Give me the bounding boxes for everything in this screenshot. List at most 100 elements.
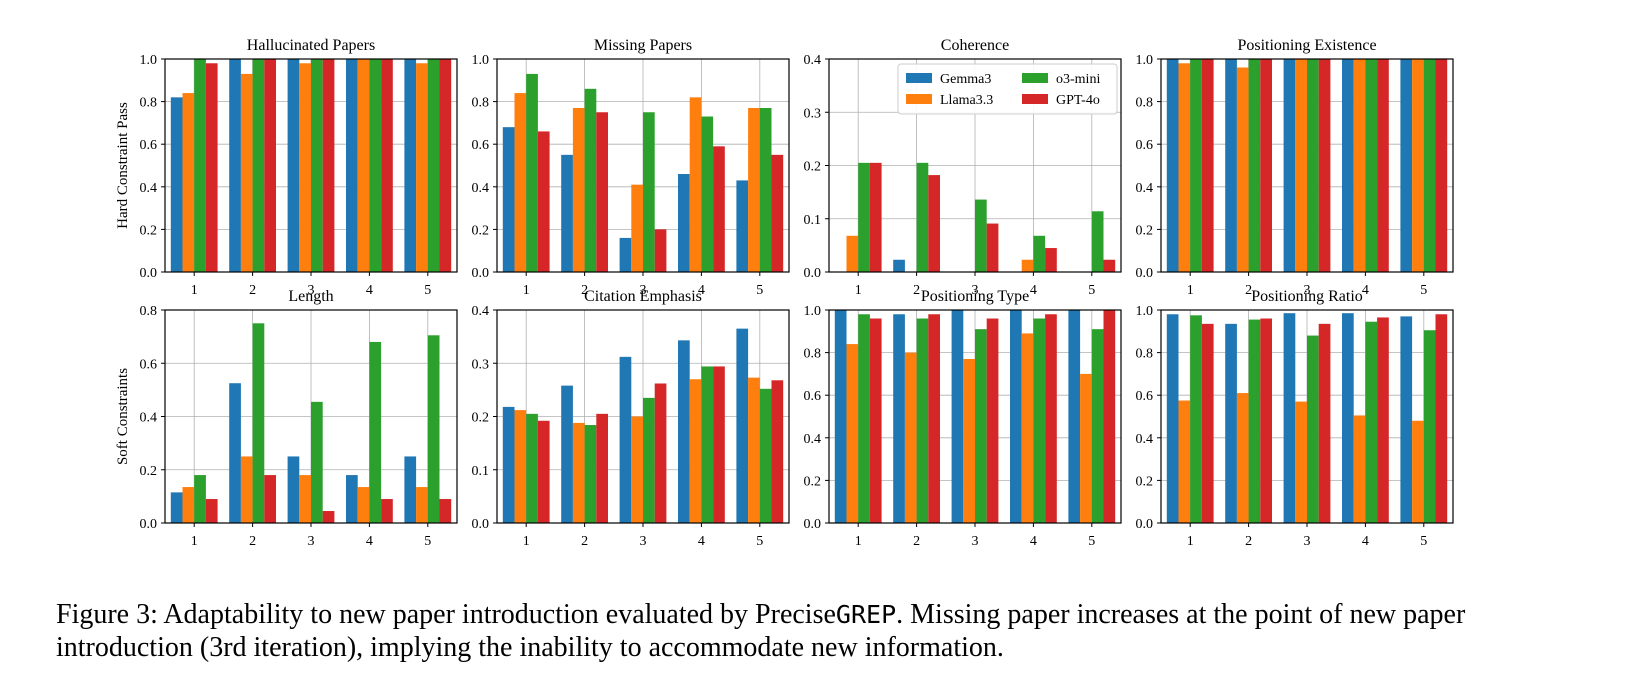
y-tick-label: 0.0 bbox=[804, 517, 822, 532]
bar-o3-mini bbox=[1307, 335, 1319, 523]
bar-llama3-3 bbox=[1412, 420, 1424, 523]
caption-prefix: Figure 3: Adaptability to new paper intr… bbox=[56, 599, 836, 630]
y-axis-label: Soft Constraints bbox=[115, 368, 131, 465]
bar-o3-mini bbox=[427, 59, 440, 272]
bar-llama3-3 bbox=[689, 379, 702, 523]
x-tick-label: 3 bbox=[640, 283, 647, 298]
y-tick-label: 0.6 bbox=[140, 138, 158, 153]
y-tick-label: 0.8 bbox=[472, 96, 490, 111]
x-tick-label: 2 bbox=[1245, 283, 1252, 298]
bar-o3-mini bbox=[1033, 318, 1046, 523]
bar-o3-mini bbox=[369, 59, 382, 272]
bar-gpt-4o bbox=[869, 162, 882, 272]
bar-llama3-3 bbox=[1353, 415, 1366, 523]
bar-gpt-4o bbox=[322, 511, 335, 523]
bar-llama3-3 bbox=[1178, 63, 1191, 273]
bar-o3-mini bbox=[916, 162, 929, 272]
y-tick-label: 0.2 bbox=[140, 223, 158, 238]
bar-gemma3 bbox=[170, 492, 183, 523]
bar-llama3-3 bbox=[904, 352, 917, 523]
bar-gpt-4o bbox=[771, 154, 784, 272]
panel-missing-papers: 0.0 0.2 0.4 0.6 0.8 1.0 1 2 3 4 5 Missing Papers bbox=[472, 37, 790, 298]
bar-llama3-3 bbox=[963, 358, 975, 523]
bar-gpt-4o bbox=[1201, 59, 1214, 272]
y-tick-label: 0.4 bbox=[804, 53, 822, 68]
y-tick-label: 0.2 bbox=[472, 223, 490, 238]
x-tick-label: 1 bbox=[523, 534, 530, 549]
x-tick-label: 5 bbox=[756, 534, 763, 549]
bar-llama3-3 bbox=[846, 235, 859, 272]
x-tick-label: 1 bbox=[191, 534, 198, 549]
bar-o3-mini bbox=[975, 329, 987, 523]
bar-llama3-3 bbox=[240, 73, 253, 272]
bar-llama3-3 bbox=[357, 487, 370, 523]
bar-o3-mini bbox=[252, 323, 265, 523]
caption-suffix: . Missing paper increases at the point o… bbox=[56, 599, 1466, 663]
bar-gemma3 bbox=[893, 259, 905, 272]
bar-gpt-4o bbox=[713, 366, 725, 523]
bar-llama3-3 bbox=[182, 93, 195, 272]
x-tick-label: 3 bbox=[972, 534, 979, 549]
bar-gpt-4o bbox=[264, 59, 276, 272]
panel-positioning-type: 0.0 0.2 0.4 0.6 0.8 1.0 1 2 3 4 5 Positioning Type bbox=[804, 288, 1122, 549]
y-tick-label: 0.4 bbox=[472, 181, 490, 196]
panel-hallucinated-papers: 0.0 0.2 0.4 0.6 0.8 1.0 1 2 3 4 5 Hallucinated Pape… bbox=[115, 37, 458, 298]
y-tick-label: 0.1 bbox=[804, 213, 822, 228]
bar-gpt-4o bbox=[1103, 259, 1116, 272]
bar-gpt-4o bbox=[381, 499, 393, 523]
bar-llama3-3 bbox=[846, 344, 859, 523]
bar-o3-mini bbox=[1033, 235, 1046, 272]
bar-o3-mini bbox=[1091, 329, 1104, 523]
x-tick-label: 1 bbox=[855, 534, 862, 549]
bar-llama3-3 bbox=[1236, 67, 1249, 273]
panel-coherence: 0.0 0.1 0.2 0.3 0.4 1 2 3 4 5 Coherence Gemma3 Llama… bbox=[804, 37, 1122, 298]
bar-o3-mini bbox=[1423, 330, 1436, 523]
bar-llama3-3 bbox=[748, 107, 760, 273]
y-tick-label: 0.2 bbox=[804, 160, 822, 175]
x-tick-label: 3 bbox=[308, 283, 315, 298]
bar-o3-mini bbox=[1307, 59, 1319, 272]
x-tick-label: 5 bbox=[424, 534, 431, 549]
bar-o3-mini bbox=[1190, 315, 1202, 523]
y-tick-label: 0.8 bbox=[1136, 96, 1154, 111]
panel-title: Length bbox=[288, 288, 333, 305]
panel-title: Positioning Ratio bbox=[1251, 288, 1363, 305]
bar-gpt-4o bbox=[537, 420, 550, 523]
bar-gemma3 bbox=[1283, 59, 1296, 272]
y-tick-label: 0.8 bbox=[140, 304, 158, 319]
legend-swatch-gemma3 bbox=[906, 73, 932, 83]
bar-gemma3 bbox=[736, 328, 749, 523]
y-tick-label: 0.4 bbox=[804, 432, 822, 447]
panel-citation-emphasis: 0.0 0.1 0.2 0.3 0.4 1 2 3 4 5 Citation Emphasis bbox=[472, 288, 790, 549]
bar-o3-mini bbox=[759, 388, 772, 523]
x-tick-label: 2 bbox=[913, 283, 920, 298]
bar-gemma3 bbox=[1166, 314, 1179, 523]
bar-o3-mini bbox=[194, 59, 206, 272]
bar-o3-mini bbox=[759, 107, 772, 273]
bar-gemma3 bbox=[1400, 59, 1413, 272]
x-tick-label: 2 bbox=[581, 283, 588, 298]
y-tick-label: 0.4 bbox=[140, 181, 158, 196]
y-tick-label: 0.3 bbox=[804, 106, 822, 121]
axes-frame bbox=[1160, 309, 1454, 524]
panel-title: Positioning Existence bbox=[1237, 37, 1376, 54]
bar-o3-mini bbox=[252, 59, 265, 272]
bar-gpt-4o bbox=[1103, 310, 1116, 523]
legend-swatch-o3-mini bbox=[1022, 73, 1048, 83]
bar-gemma3 bbox=[1342, 59, 1354, 272]
bar-o3-mini bbox=[1248, 319, 1261, 523]
panel-positioning-ratio: 0.0 0.2 0.4 0.6 0.8 1.0 1 2 3 4 5 Positioning Ratio bbox=[1136, 288, 1454, 549]
bar-gemma3 bbox=[229, 59, 241, 272]
bar-llama3-3 bbox=[1236, 393, 1249, 523]
bar-gpt-4o bbox=[1377, 59, 1389, 272]
y-tick-label: 0.0 bbox=[140, 517, 158, 532]
bar-llama3-3 bbox=[1353, 59, 1366, 272]
bar-llama3-3 bbox=[416, 487, 428, 523]
bar-o3-mini bbox=[701, 116, 714, 272]
bar-llama3-3 bbox=[514, 410, 527, 523]
bar-gemma3 bbox=[287, 456, 300, 523]
bar-gemma3 bbox=[1342, 313, 1354, 523]
panel-title: Positioning Type bbox=[921, 288, 1029, 305]
x-tick-label: 2 bbox=[1245, 534, 1252, 549]
y-tick-label: 0.6 bbox=[140, 357, 158, 372]
